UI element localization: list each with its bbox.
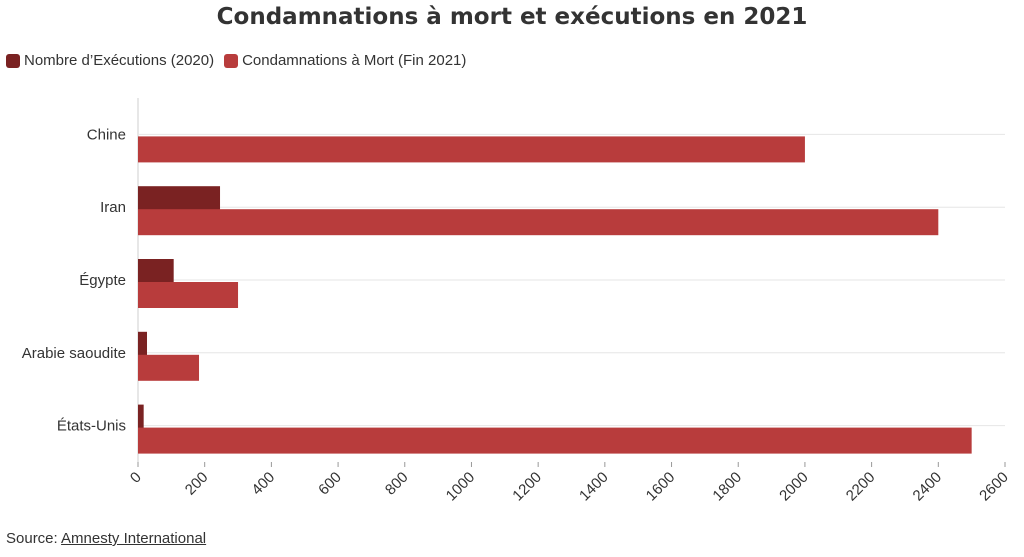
category-label: Arabie saoudite	[22, 345, 126, 362]
legend-swatch-death-sentences	[224, 53, 239, 68]
bar-executions[interactable]	[138, 404, 144, 429]
x-tick-label: 1600	[643, 469, 679, 505]
category-label: Iran	[100, 199, 126, 216]
category-label: Égypte	[79, 272, 126, 289]
x-tick-label: 1800	[709, 469, 745, 505]
legend-label-death-sentences: Condamnations à Mort (Fin 2021)	[242, 52, 467, 69]
bar-death-sentences[interactable]	[138, 427, 972, 454]
x-tick-label: 400	[248, 469, 278, 499]
bar-death-sentences[interactable]	[138, 136, 805, 163]
chart-title: Condamnations à mort et exécutions en 20…	[216, 4, 808, 30]
bar-death-sentences[interactable]	[138, 354, 200, 381]
x-tick-label: 2000	[776, 469, 812, 505]
bar-death-sentences[interactable]	[138, 209, 939, 236]
chart-legend: Nombre d’Exécutions (2020) Condamnations…	[6, 52, 476, 69]
bar-executions[interactable]	[138, 331, 148, 356]
bar-executions[interactable]	[138, 259, 174, 283]
x-tick-label: 0	[127, 469, 145, 487]
legend-label-executions: Nombre d’Exécutions (2020)	[24, 52, 215, 69]
source-note: Source: Amnesty International	[6, 530, 206, 547]
category-label: Chine	[87, 126, 126, 143]
bar-executions[interactable]	[138, 186, 221, 211]
x-tick-label: 600	[315, 469, 345, 499]
x-tick-label: 2400	[910, 469, 946, 505]
legend-item-death-sentences[interactable]: Condamnations à Mort (Fin 2021)	[224, 52, 466, 69]
x-tick-label: 2200	[843, 469, 879, 505]
category-label: États-Unis	[57, 418, 126, 435]
source-label: Source:	[6, 530, 58, 547]
x-tick-label: 1400	[576, 469, 612, 505]
bar-death-sentences[interactable]	[138, 282, 239, 308]
x-tick-label: 2600	[976, 469, 1012, 505]
legend-item-executions[interactable]: Nombre d’Exécutions (2020)	[6, 52, 214, 69]
legend-swatch-executions	[6, 53, 20, 68]
source-link[interactable]: Amnesty International	[61, 530, 207, 547]
x-tick-label: 800	[382, 469, 412, 499]
x-tick-label: 1000	[443, 469, 479, 505]
x-tick-label: 1200	[509, 469, 545, 505]
x-tick-label: 200	[182, 469, 212, 499]
